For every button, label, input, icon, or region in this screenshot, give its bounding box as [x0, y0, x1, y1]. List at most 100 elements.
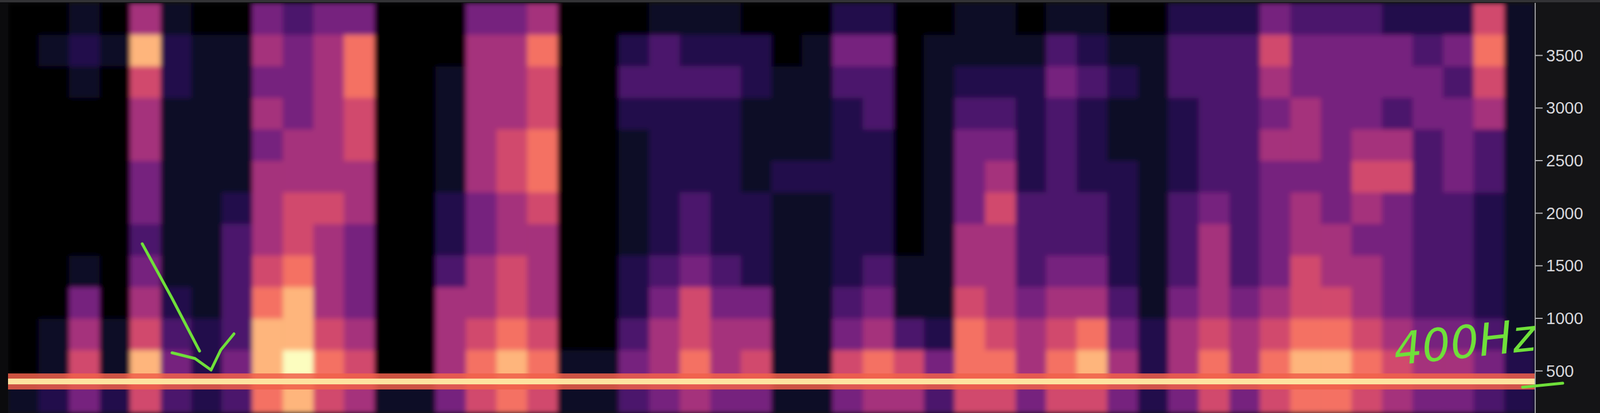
cell — [618, 318, 650, 351]
cell — [527, 286, 558, 319]
cell — [893, 160, 925, 193]
cell — [1351, 223, 1383, 256]
cell — [1168, 318, 1200, 351]
cell — [954, 65, 986, 99]
cell — [618, 192, 650, 225]
cell — [313, 160, 345, 193]
cell — [252, 65, 284, 99]
cell — [1442, 34, 1474, 67]
cell — [160, 2, 192, 35]
cell — [435, 65, 467, 99]
cell — [282, 286, 314, 319]
cell — [1015, 34, 1047, 67]
cell — [1504, 34, 1535, 67]
cell — [221, 65, 253, 99]
cell — [832, 286, 864, 319]
cell — [221, 192, 253, 225]
cell — [710, 192, 742, 225]
cell — [374, 223, 406, 256]
cell — [1290, 97, 1322, 130]
cell — [588, 255, 620, 288]
cell — [1351, 255, 1383, 288]
cell — [1198, 192, 1230, 225]
cell — [985, 34, 1017, 67]
cell — [1137, 255, 1169, 288]
cell — [99, 223, 131, 256]
cell — [1259, 192, 1291, 225]
cell — [1290, 160, 1322, 193]
cell — [1412, 2, 1444, 35]
cell — [679, 97, 711, 130]
cell — [771, 286, 803, 319]
cell — [313, 65, 345, 99]
cell — [1320, 318, 1352, 351]
cell — [740, 65, 772, 99]
cell — [832, 2, 864, 35]
cell — [649, 255, 681, 288]
cell — [985, 223, 1017, 256]
cell — [1107, 318, 1139, 351]
cell — [252, 97, 284, 130]
cell — [954, 286, 986, 319]
cell — [1168, 192, 1200, 225]
cell — [1168, 34, 1200, 67]
cell — [771, 2, 803, 35]
cell — [1504, 97, 1535, 130]
cell — [1351, 160, 1383, 193]
cell — [618, 223, 650, 256]
cell — [923, 97, 955, 130]
cell — [160, 129, 192, 162]
cell — [1015, 286, 1047, 319]
cell — [1168, 255, 1200, 288]
cell — [1320, 34, 1352, 67]
cell — [1259, 129, 1291, 162]
cell — [68, 286, 100, 319]
cell — [985, 65, 1017, 99]
cell — [710, 97, 742, 130]
cell — [99, 129, 131, 162]
cell — [1107, 65, 1139, 99]
cell — [1107, 2, 1139, 35]
cell — [8, 2, 39, 35]
cell — [190, 286, 222, 319]
cell — [710, 34, 742, 67]
cell — [1320, 255, 1352, 288]
cell — [282, 65, 314, 99]
cell — [832, 255, 864, 288]
cell — [618, 160, 650, 193]
cell — [344, 65, 376, 99]
cell — [923, 286, 955, 319]
cell — [1412, 97, 1444, 130]
cell — [8, 129, 39, 162]
cell — [588, 318, 620, 351]
cell — [404, 255, 436, 288]
cell — [1229, 286, 1261, 319]
cell — [863, 255, 895, 288]
cell — [466, 97, 498, 130]
cell — [1046, 160, 1077, 193]
cell — [1015, 192, 1047, 225]
cell — [1168, 160, 1200, 193]
cell — [985, 97, 1017, 130]
cell — [68, 318, 100, 351]
cell — [38, 97, 70, 130]
cell — [1076, 286, 1108, 319]
cell — [221, 255, 253, 288]
cell — [710, 65, 742, 99]
cell — [588, 192, 620, 225]
cell — [863, 129, 895, 162]
cell — [893, 318, 925, 351]
cell — [496, 65, 528, 99]
cell — [282, 192, 314, 225]
cell — [1229, 2, 1261, 35]
cell — [527, 160, 558, 193]
cell — [710, 160, 742, 193]
cell — [679, 160, 711, 193]
cell — [1320, 223, 1352, 256]
cell — [1412, 129, 1444, 162]
cell — [68, 129, 100, 162]
cell — [1198, 160, 1230, 193]
cell — [404, 2, 436, 35]
cell — [618, 129, 650, 162]
cell — [771, 160, 803, 193]
